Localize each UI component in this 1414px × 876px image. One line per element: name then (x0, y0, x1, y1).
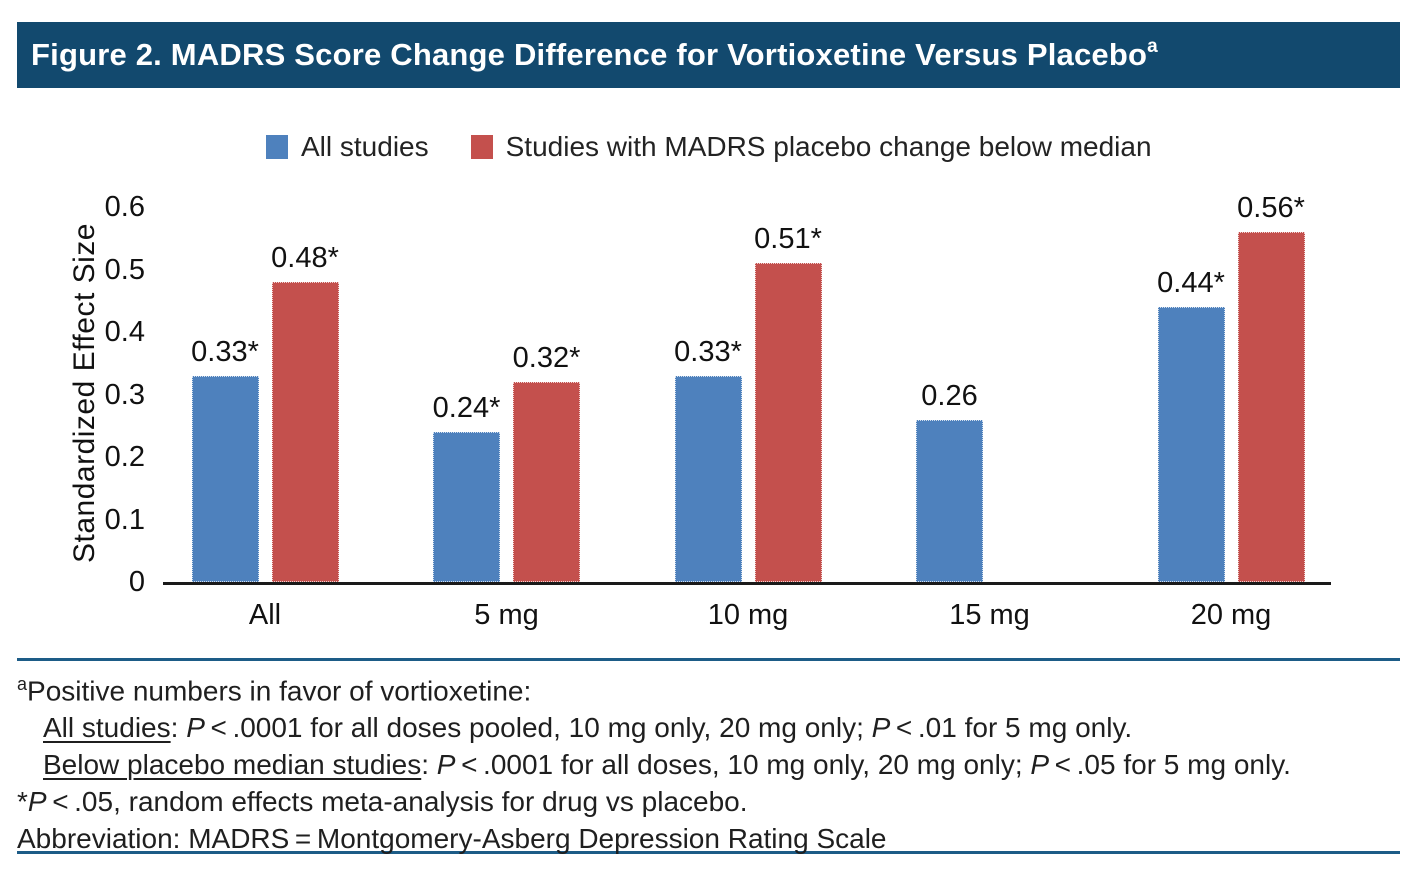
chart-legend: All studies Studies with MADRS placebo c… (266, 131, 1152, 163)
legend-item-below-median: Studies with MADRS placebo change below … (470, 131, 1152, 163)
y-tick-label: 0.5 (104, 253, 145, 286)
bar-20-mg-all-studies (1157, 307, 1225, 582)
legend-swatch-red (470, 135, 493, 159)
footnote-below-median-text-1: < .0001 for all doses, 10 mg only, 20 mg… (455, 749, 1031, 781)
bar-all-all-studies (191, 375, 259, 582)
p-value-symbol: P (27, 786, 47, 818)
footnote-star-text: < .05, random effects meta-analysis for … (46, 786, 748, 818)
x-category-label-5-mg: 5 mg (474, 599, 539, 631)
bar-value-label-20-mg-all-studies: 0.44* (1157, 267, 1225, 299)
legend-item-all-studies: All studies (266, 131, 429, 163)
bar-chart-plot-area: 0 0.1 0.2 0.3 0.4 0.5 0.6 All 0.33* 0.48* 5 mg 0.24… (105, 191, 1331, 631)
y-tick-label: 0.2 (104, 441, 145, 473)
footnote-all-studies: All studies: P < .0001 for all doses poo… (17, 709, 1407, 746)
p-value-symbol: P (1030, 749, 1050, 781)
figure-title-bar: Figure 2. MADRS Score Change Difference … (17, 22, 1400, 88)
legend-swatch-blue (266, 135, 288, 159)
bar-10-mg-studies-with-madrs-placebo-change-below-median (754, 263, 822, 582)
bar-15-mg-all-studies (916, 419, 983, 582)
footnote-below-median-text-2: < .05 for 5 mg only. (1049, 749, 1291, 781)
bar-value-label-all-all-studies: 0.33* (191, 335, 259, 368)
footnote-intro: aPositive numbers in favor of vortioxeti… (17, 666, 1407, 709)
y-tick-label: 0.6 (104, 191, 145, 223)
y-tick-label: 0.1 (104, 503, 145, 536)
x-axis-line (163, 582, 1331, 585)
bar-value-label-5-mg-studies-with-madrs-placebo-change-below-median: 0.32* (512, 342, 581, 374)
bar-value-label-10-mg-all-studies: 0.33* (674, 335, 742, 368)
x-category-label-20-mg: 20 mg (1190, 599, 1272, 631)
figure-title: Figure 2. MADRS Score Change Difference … (31, 35, 1158, 73)
footnote-all-studies-label: All studies (43, 712, 171, 744)
bar-value-label-all-studies-with-madrs-placebo-change-below-median: 0.48* (271, 242, 339, 274)
figure-title-superscript: a (1147, 35, 1158, 57)
bar-5-mg-studies-with-madrs-placebo-change-below-median (513, 382, 580, 582)
footnote-abbreviation: Abbreviation: MADRS = Montgomery-Asberg … (17, 823, 887, 855)
figure-bottom-rule (17, 851, 1400, 854)
bar-5-mg-all-studies (433, 432, 500, 582)
bar-10-mg-all-studies (674, 375, 742, 582)
figure-title-text: Figure 2. MADRS Score Change Difference … (31, 37, 1148, 72)
x-category-label-all: All (248, 599, 282, 631)
bar-value-label-5-mg-all-studies: 0.24* (432, 392, 501, 424)
footnote-below-median: Below placebo median studies: P < .0001 … (17, 746, 1407, 783)
y-tick-label: 0.4 (104, 316, 145, 348)
p-value-symbol: P (871, 712, 891, 744)
footnotes: aPositive numbers in favor of vortioxeti… (17, 666, 1407, 857)
footnote-superscript: a (17, 674, 28, 694)
bar-all-studies-with-madrs-placebo-change-below-median (271, 282, 339, 582)
footnote-colon: : (421, 749, 437, 781)
bar-20-mg-studies-with-madrs-placebo-change-below-median (1237, 232, 1305, 582)
footnote-below-median-label: Below placebo median studies (43, 749, 422, 781)
footnote-all-studies-text-2: < .01 for 5 mg only. (890, 712, 1133, 744)
p-value-symbol: P (436, 749, 456, 781)
y-tick-label: 0.3 (104, 378, 145, 411)
bar-value-label-10-mg-studies-with-madrs-placebo-change-below-median: 0.51* (754, 223, 822, 256)
p-value-symbol: P (186, 712, 205, 744)
bar-value-label-15-mg-all-studies: 0.26 (921, 379, 978, 412)
footnote-intro-text: Positive numbers in favor of vortioxetin… (27, 675, 532, 707)
footnote-colon: : (170, 712, 187, 744)
legend-label: Studies with MADRS placebo change below … (505, 131, 1152, 162)
x-category-label-10-mg: 10 mg (707, 599, 789, 631)
footnote-all-studies-text-1: < .0001 for all doses pooled, 10 mg only… (204, 712, 872, 744)
footnote-star: *P < .05, random effects meta-analysis f… (17, 783, 1407, 820)
legend-label: All studies (301, 131, 429, 162)
footnote-top-rule (17, 658, 1400, 661)
bar-value-label-20-mg-studies-with-madrs-placebo-change-below-median: 0.56* (1237, 192, 1305, 224)
x-category-label-15-mg: 15 mg (949, 599, 1030, 631)
y-tick-label: 0 (128, 566, 145, 598)
asterisk: * (17, 786, 28, 818)
